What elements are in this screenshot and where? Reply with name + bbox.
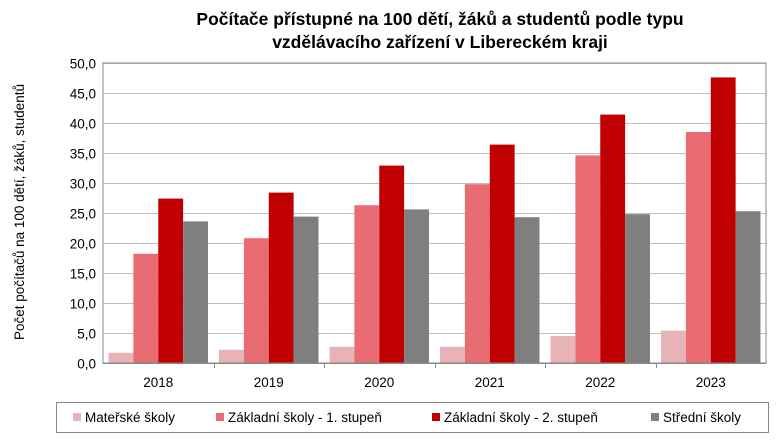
legend: Mateřské školy Základní školy - 1. stupeň… (56, 402, 769, 433)
bar-2018-series-1 (108, 352, 134, 363)
bar-2018-series-2 (133, 253, 159, 363)
bar-2019-series-2 (243, 238, 269, 363)
bar-2020-series-2 (354, 205, 380, 363)
x-tick-label: 2023 (696, 375, 726, 390)
x-tick-label: 2018 (143, 375, 173, 390)
legend-label: Základní školy - 2. stupeň (444, 410, 598, 425)
bar-2020-series-1 (329, 346, 355, 363)
chart-title-line-1: Počítače přístupné na 100 dětí, žáků a s… (196, 9, 683, 29)
legend-box (56, 402, 769, 433)
bar-2021-series-4 (514, 217, 540, 363)
legend-swatch (432, 413, 440, 421)
y-tick-label: 45,0 (70, 87, 96, 102)
legend-label: Základní školy - 1. stupeň (228, 410, 382, 425)
x-tick-label: 2021 (475, 375, 505, 390)
bar-2023-series-1 (661, 330, 686, 363)
y-axis-label: Počet počítačů na 100 dětí, žáků, studen… (12, 84, 27, 340)
bar-2019-series-3 (268, 192, 294, 363)
y-tick-label: 25,0 (70, 207, 96, 222)
bar-2023-series-2 (685, 132, 711, 363)
x-tick-label: 2022 (585, 375, 615, 390)
x-tick-labels: 2018 2019 2020 2021 2022 2023 (143, 375, 726, 390)
bar-2021-series-1 (440, 346, 465, 363)
bar-2022-series-1 (550, 336, 576, 363)
y-tick-labels: 0,0 5,0 10,0 15,0 20,0 25,0 30,0 35,0 40,0 45,0 50… (70, 57, 96, 372)
y-tick-label: 50,0 (70, 57, 96, 72)
bar-2021-series-2 (464, 184, 490, 363)
bar-2018-series-4 (183, 221, 208, 363)
y-tick-label: 20,0 (70, 237, 96, 252)
y-tick-label: 0,0 (77, 357, 96, 372)
y-tick-label: 10,0 (70, 297, 96, 312)
x-tick-label: 2019 (254, 375, 284, 390)
bar-2019-series-1 (219, 349, 244, 363)
bar-2018-series-3 (158, 198, 184, 363)
y-tick-label: 15,0 (70, 267, 96, 282)
bar-2023-series-3 (710, 77, 736, 364)
y-tick-label: 35,0 (70, 147, 96, 162)
y-tick-label: 40,0 (70, 117, 96, 132)
x-tick-label: 2020 (364, 375, 394, 390)
bar-2023-series-4 (735, 211, 761, 363)
legend-swatch (73, 413, 81, 421)
bar-2019-series-4 (293, 216, 319, 363)
bar-2020-series-3 (379, 165, 405, 363)
bar-2022-series-4 (625, 214, 650, 363)
legend-swatch (216, 413, 224, 421)
y-tick-label: 30,0 (70, 177, 96, 192)
legend-swatch (651, 413, 659, 421)
bar-2020-series-4 (404, 209, 429, 363)
bars (108, 77, 761, 364)
bar-2022-series-3 (600, 114, 626, 363)
axes (102, 62, 767, 368)
chart-title-line-2: vzdělávacího zařízení v Libereckém kraji (272, 32, 608, 52)
bar-2021-series-3 (489, 144, 515, 363)
legend-label: Střední školy (663, 410, 741, 425)
y-tick-label: 5,0 (77, 327, 96, 342)
legend-label: Mateřské školy (85, 410, 175, 425)
bar-2022-series-2 (575, 155, 601, 363)
